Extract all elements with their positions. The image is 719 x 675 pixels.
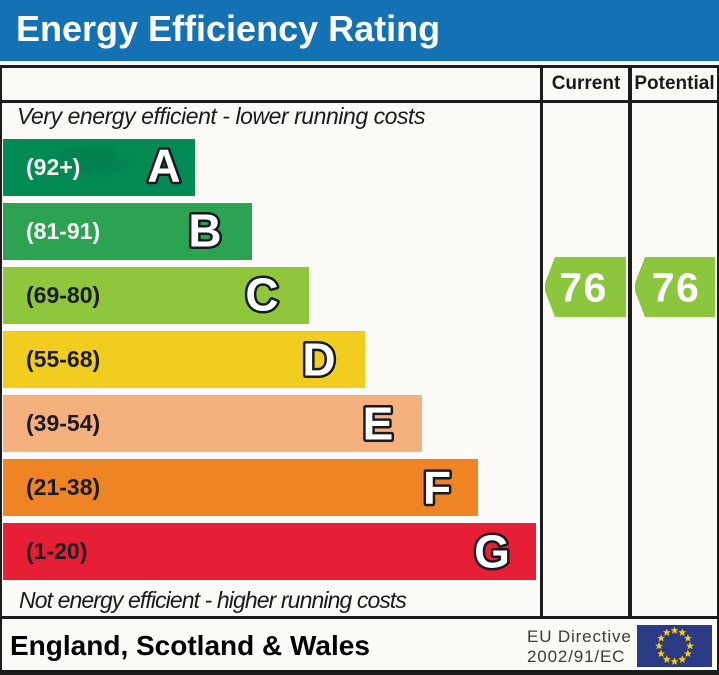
- svg-text:C: C: [245, 269, 278, 321]
- svg-text:76: 76: [652, 265, 701, 311]
- svg-text:G: G: [474, 526, 510, 578]
- svg-text:D: D: [302, 334, 335, 386]
- svg-text:B: B: [188, 205, 221, 257]
- svg-text:E: E: [363, 398, 394, 450]
- svg-text:76: 76: [559, 265, 608, 311]
- svg-text:A: A: [147, 140, 180, 192]
- svg-text:F: F: [423, 462, 451, 514]
